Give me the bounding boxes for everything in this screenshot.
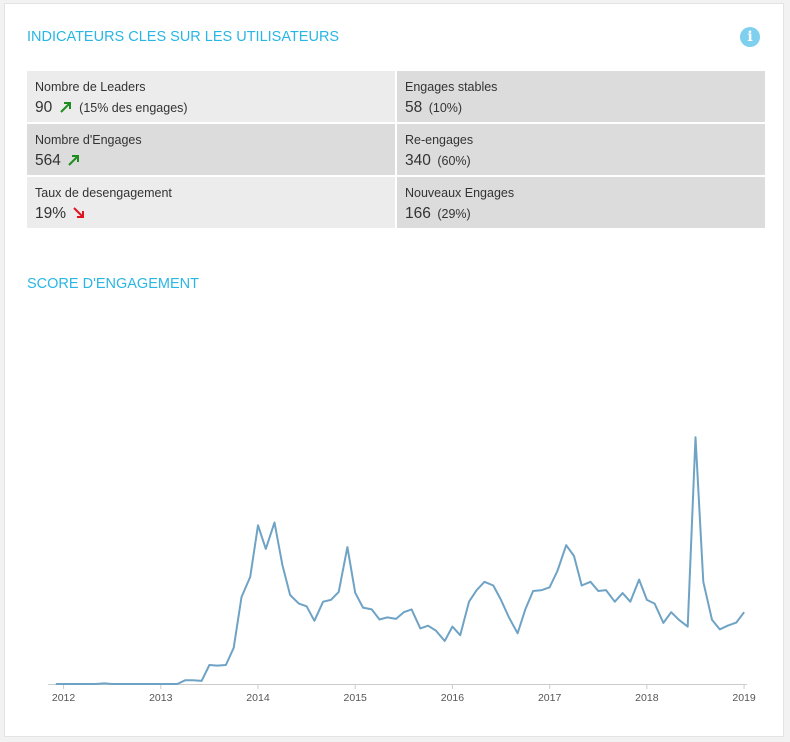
kpi-disengagement-rate: Taux de desengagement 19% <box>27 177 395 228</box>
kpi-percentage: (60%) <box>437 154 471 168</box>
x-tick-label: 2016 <box>441 692 465 704</box>
x-tick-label: 2014 <box>246 692 270 704</box>
kpi-new-engaged: Nouveaux Engages 166 (29%) <box>397 177 765 228</box>
kpi-percentage: (15% des engages) <box>79 101 188 115</box>
kpi-label: Nouveaux Engages <box>405 186 515 200</box>
x-tick-label: 2013 <box>149 692 173 704</box>
kpi-percentage: (29%) <box>437 207 471 221</box>
kpi-section-title: INDICATEURS CLES SUR LES UTILISATEURS <box>27 29 340 45</box>
x-tick-label: 2015 <box>344 692 368 704</box>
x-tick-label: 2019 <box>732 692 756 704</box>
x-tick-label: 2018 <box>635 692 659 704</box>
kpi-leaders: Nombre de Leaders 90 (15% des engages) <box>27 71 395 122</box>
trend-up-icon <box>67 153 81 172</box>
kpi-value: 90 <box>35 99 53 116</box>
x-tick-label: 2017 <box>538 692 562 704</box>
kpi-value: 166 <box>405 205 431 222</box>
kpi-value: 340 <box>405 152 431 169</box>
trend-down-icon <box>72 206 86 225</box>
kpi-value: 564 <box>35 152 61 169</box>
dashboard-panel: INDICATEURS CLES SUR LES UTILISATEURS i … <box>4 3 784 737</box>
kpi-grid: Nombre de Leaders 90 (15% des engages) E… <box>27 71 767 231</box>
kpi-engaged-count: Nombre d'Engages 564 <box>27 124 395 175</box>
kpi-value: 58 <box>405 99 423 116</box>
kpi-re-engaged: Re-engages 340 (60%) <box>397 124 765 175</box>
kpi-label: Nombre de Leaders <box>35 80 146 94</box>
info-icon[interactable]: i <box>740 27 760 47</box>
kpi-value: 19% <box>35 205 67 222</box>
series-line <box>55 436 745 685</box>
kpi-label: Engages stables <box>405 80 498 94</box>
kpi-label: Re-engages <box>405 133 474 147</box>
kpi-stable-engaged: Engages stables 58 (10%) <box>397 71 765 122</box>
score-section-title: SCORE D'ENGAGEMENT <box>27 276 199 292</box>
kpi-percentage: (10%) <box>428 101 463 115</box>
engagement-score-chart: 2012 2013 2014 2015 2016 2017 2018 2019 <box>48 436 756 704</box>
trend-up-icon <box>59 100 73 119</box>
kpi-label: Nombre d'Engages <box>35 133 142 147</box>
kpi-label: Taux de desengagement <box>35 186 172 200</box>
x-tick-label: 2012 <box>52 692 76 704</box>
